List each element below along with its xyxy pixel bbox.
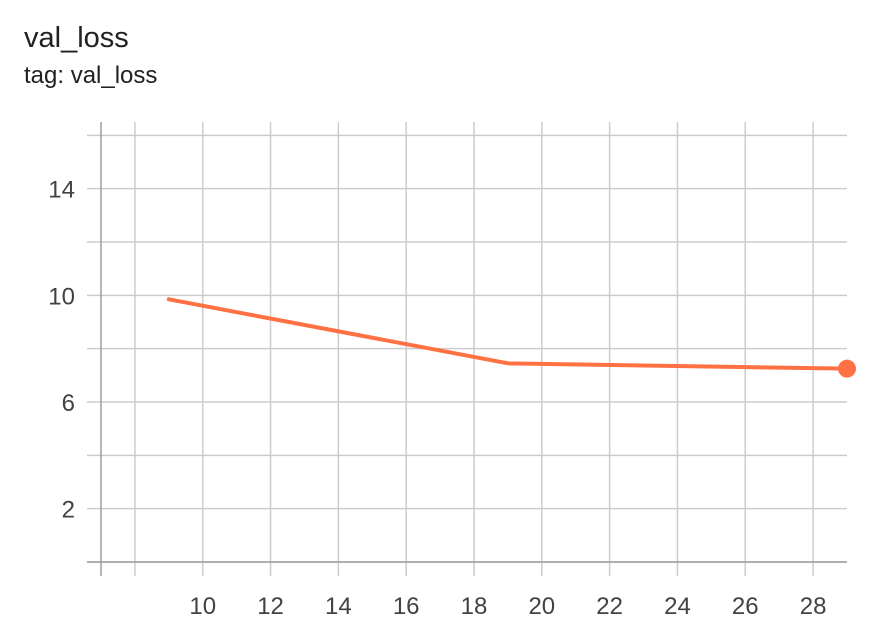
series-layer [166, 297, 856, 378]
x-tick-label: 12 [257, 593, 284, 620]
x-tick-label: 24 [664, 593, 691, 620]
x-tick-label: 20 [528, 593, 555, 620]
x-tick-label: 14 [325, 593, 352, 620]
y-tick-label: 2 [62, 497, 75, 524]
y-tick-label: 10 [48, 283, 75, 310]
y-tick-label: 14 [48, 177, 75, 204]
x-tick-label: 10 [189, 593, 216, 620]
chart-title: val_loss [24, 22, 129, 54]
grid-lines [87, 122, 847, 576]
x-tick-label: 22 [596, 593, 623, 620]
last-point-marker [838, 359, 856, 378]
chart-subtitle: tag: val_loss [24, 62, 158, 89]
axes [87, 122, 847, 576]
x-tick-label: 18 [461, 593, 488, 620]
series-line [166, 297, 849, 371]
y-tick-label: 6 [62, 390, 75, 417]
x-tick-label: 28 [800, 593, 827, 620]
x-tick-label: 16 [393, 593, 420, 620]
x-tick-label: 26 [732, 593, 759, 620]
